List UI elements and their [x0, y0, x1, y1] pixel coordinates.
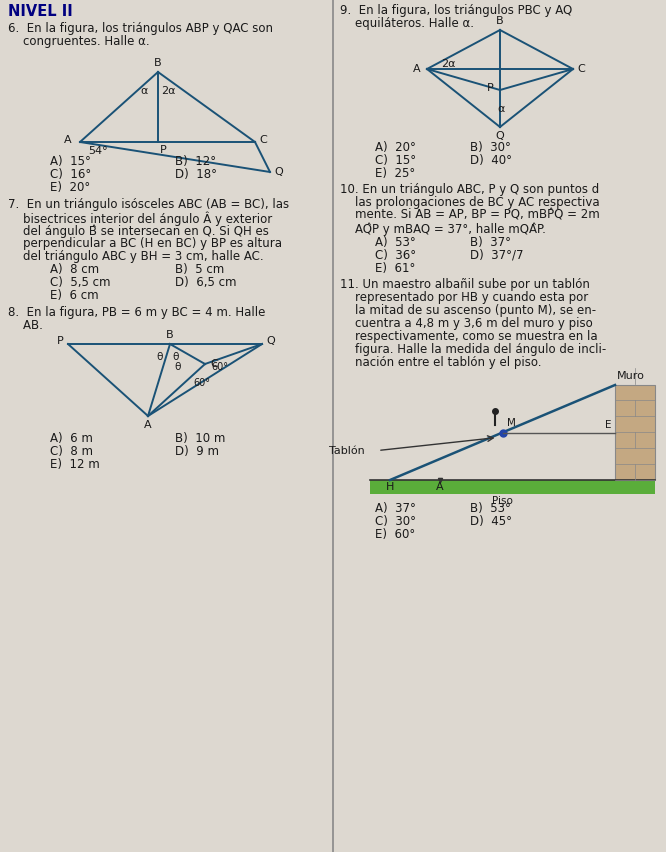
Text: A)  20°: A) 20°: [375, 141, 416, 154]
Text: AB.: AB.: [8, 319, 43, 332]
Text: perpendicular a BC (H en BC) y BP es altura: perpendicular a BC (H en BC) y BP es alt…: [8, 237, 282, 250]
Text: congruentes. Halle α.: congruentes. Halle α.: [8, 35, 150, 48]
Text: Piso: Piso: [492, 496, 512, 506]
Text: α: α: [140, 86, 147, 96]
Text: A)  53°: A) 53°: [375, 236, 416, 249]
Text: E)  61°: E) 61°: [375, 262, 416, 275]
Text: figura. Halle la medida del ángulo de incli-: figura. Halle la medida del ángulo de in…: [340, 343, 606, 356]
Text: D)  40°: D) 40°: [470, 154, 512, 167]
Text: Q: Q: [274, 167, 283, 177]
Text: B)  10 m: B) 10 m: [175, 432, 225, 445]
Text: las prolongaciones de BC y AC respectiva: las prolongaciones de BC y AC respectiva: [340, 196, 599, 209]
Text: E)  12 m: E) 12 m: [50, 458, 100, 471]
Text: 60°: 60°: [211, 362, 228, 372]
Text: B)  37°: B) 37°: [470, 236, 511, 249]
Text: P: P: [57, 336, 64, 346]
Text: B: B: [155, 58, 162, 68]
Text: B)  5 cm: B) 5 cm: [175, 263, 224, 276]
Text: 11. Un maestro albañil sube por un tablón: 11. Un maestro albañil sube por un tabló…: [340, 278, 590, 291]
Text: A)  15°: A) 15°: [50, 155, 91, 168]
Text: 2α: 2α: [161, 86, 176, 96]
Text: E)  25°: E) 25°: [375, 167, 415, 180]
Text: 9.  En la figura, los triángulos PBC y AQ: 9. En la figura, los triángulos PBC y AQ: [340, 4, 572, 17]
Text: A)  8 cm: A) 8 cm: [50, 263, 99, 276]
Bar: [615, 385, 655, 480]
Text: 2α: 2α: [441, 59, 456, 69]
Text: E)  20°: E) 20°: [50, 181, 91, 194]
Text: θ: θ: [172, 352, 178, 362]
Text: C)  30°: C) 30°: [375, 515, 416, 528]
Text: 8.  En la figura, PB = 6 m y BC = 4 m. Halle: 8. En la figura, PB = 6 m y BC = 4 m. Ha…: [8, 306, 265, 319]
Text: 54°: 54°: [88, 146, 108, 156]
Text: B)  53°: B) 53°: [470, 502, 511, 515]
Text: equiláteros. Halle α.: equiláteros. Halle α.: [340, 17, 474, 30]
Text: Tablón: Tablón: [329, 446, 365, 456]
Text: AQ̂P y mBAQ = 37°, halle mQÂP.: AQ̂P y mBAQ = 37°, halle mQÂP.: [340, 222, 546, 235]
Text: P: P: [488, 83, 494, 93]
Text: 7.  En un triángulo isósceles ABC (AB = BC), las: 7. En un triángulo isósceles ABC (AB = B…: [8, 198, 289, 211]
Text: 6.  En la figura, los triángulos ABP y QAC son: 6. En la figura, los triángulos ABP y QA…: [8, 22, 273, 35]
Text: C)  8 m: C) 8 m: [50, 445, 93, 458]
Text: D)  45°: D) 45°: [470, 515, 512, 528]
Text: cuentra a 4,8 m y 3,6 m del muro y piso: cuentra a 4,8 m y 3,6 m del muro y piso: [340, 317, 593, 330]
Text: A)  6 m: A) 6 m: [50, 432, 93, 445]
Text: C: C: [259, 135, 267, 145]
Text: B: B: [166, 330, 174, 340]
Text: bisectrices interior del ángulo Â y exterior: bisectrices interior del ángulo Â y exte…: [8, 211, 272, 226]
Bar: [370, 480, 655, 494]
Text: Q: Q: [496, 131, 504, 141]
Text: del triángulo ABC y BH = 3 cm, halle AC.: del triángulo ABC y BH = 3 cm, halle AC.: [8, 250, 264, 263]
Text: B: B: [496, 16, 503, 26]
Text: D)  6,5 cm: D) 6,5 cm: [175, 276, 236, 289]
Text: C)  15°: C) 15°: [375, 154, 416, 167]
Text: 10. En un triángulo ABC, P y Q son puntos d: 10. En un triángulo ABC, P y Q son punto…: [340, 183, 599, 196]
Text: B)  12°: B) 12°: [175, 155, 216, 168]
Text: A: A: [65, 135, 72, 145]
Text: E)  60°: E) 60°: [375, 528, 415, 541]
Text: E)  6 cm: E) 6 cm: [50, 289, 99, 302]
Text: C)  36°: C) 36°: [375, 249, 416, 262]
Text: D)  9 m: D) 9 m: [175, 445, 219, 458]
Text: M: M: [507, 418, 515, 429]
Text: α: α: [497, 104, 504, 114]
Text: A: A: [414, 64, 421, 74]
Text: C: C: [577, 64, 585, 74]
Text: mente. Si AB = AP, BP = PQ, mBP̂Q = 2m: mente. Si AB = AP, BP = PQ, mBP̂Q = 2m: [340, 209, 600, 222]
Text: respectivamente, como se muestra en la: respectivamente, como se muestra en la: [340, 330, 597, 343]
Text: 60°: 60°: [193, 378, 210, 388]
Text: A: A: [144, 420, 152, 430]
Text: D)  37°/7: D) 37°/7: [470, 249, 523, 262]
Text: Muro: Muro: [617, 371, 645, 381]
Text: H: H: [386, 482, 394, 492]
Text: representado por HB y cuando esta por: representado por HB y cuando esta por: [340, 291, 588, 304]
Text: A)  37°: A) 37°: [375, 502, 416, 515]
Text: NIVEL II: NIVEL II: [8, 4, 73, 19]
Text: C)  16°: C) 16°: [50, 168, 91, 181]
Text: E: E: [605, 419, 611, 429]
Text: B)  30°: B) 30°: [470, 141, 511, 154]
Text: C)  5,5 cm: C) 5,5 cm: [50, 276, 111, 289]
Text: θ: θ: [156, 352, 163, 362]
Text: D)  18°: D) 18°: [175, 168, 217, 181]
Text: θ: θ: [174, 362, 180, 372]
Text: Q: Q: [266, 336, 275, 346]
Text: P: P: [160, 145, 166, 155]
Text: C: C: [210, 359, 218, 369]
Text: A: A: [436, 482, 444, 492]
Text: del ángulo B̂ se intersecan en Q. Si QH es: del ángulo B̂ se intersecan en Q. Si QH …: [8, 224, 269, 238]
Text: la mitad de su ascenso (punto M), se en-: la mitad de su ascenso (punto M), se en-: [340, 304, 596, 317]
Text: nación entre el tablón y el piso.: nación entre el tablón y el piso.: [340, 356, 541, 369]
